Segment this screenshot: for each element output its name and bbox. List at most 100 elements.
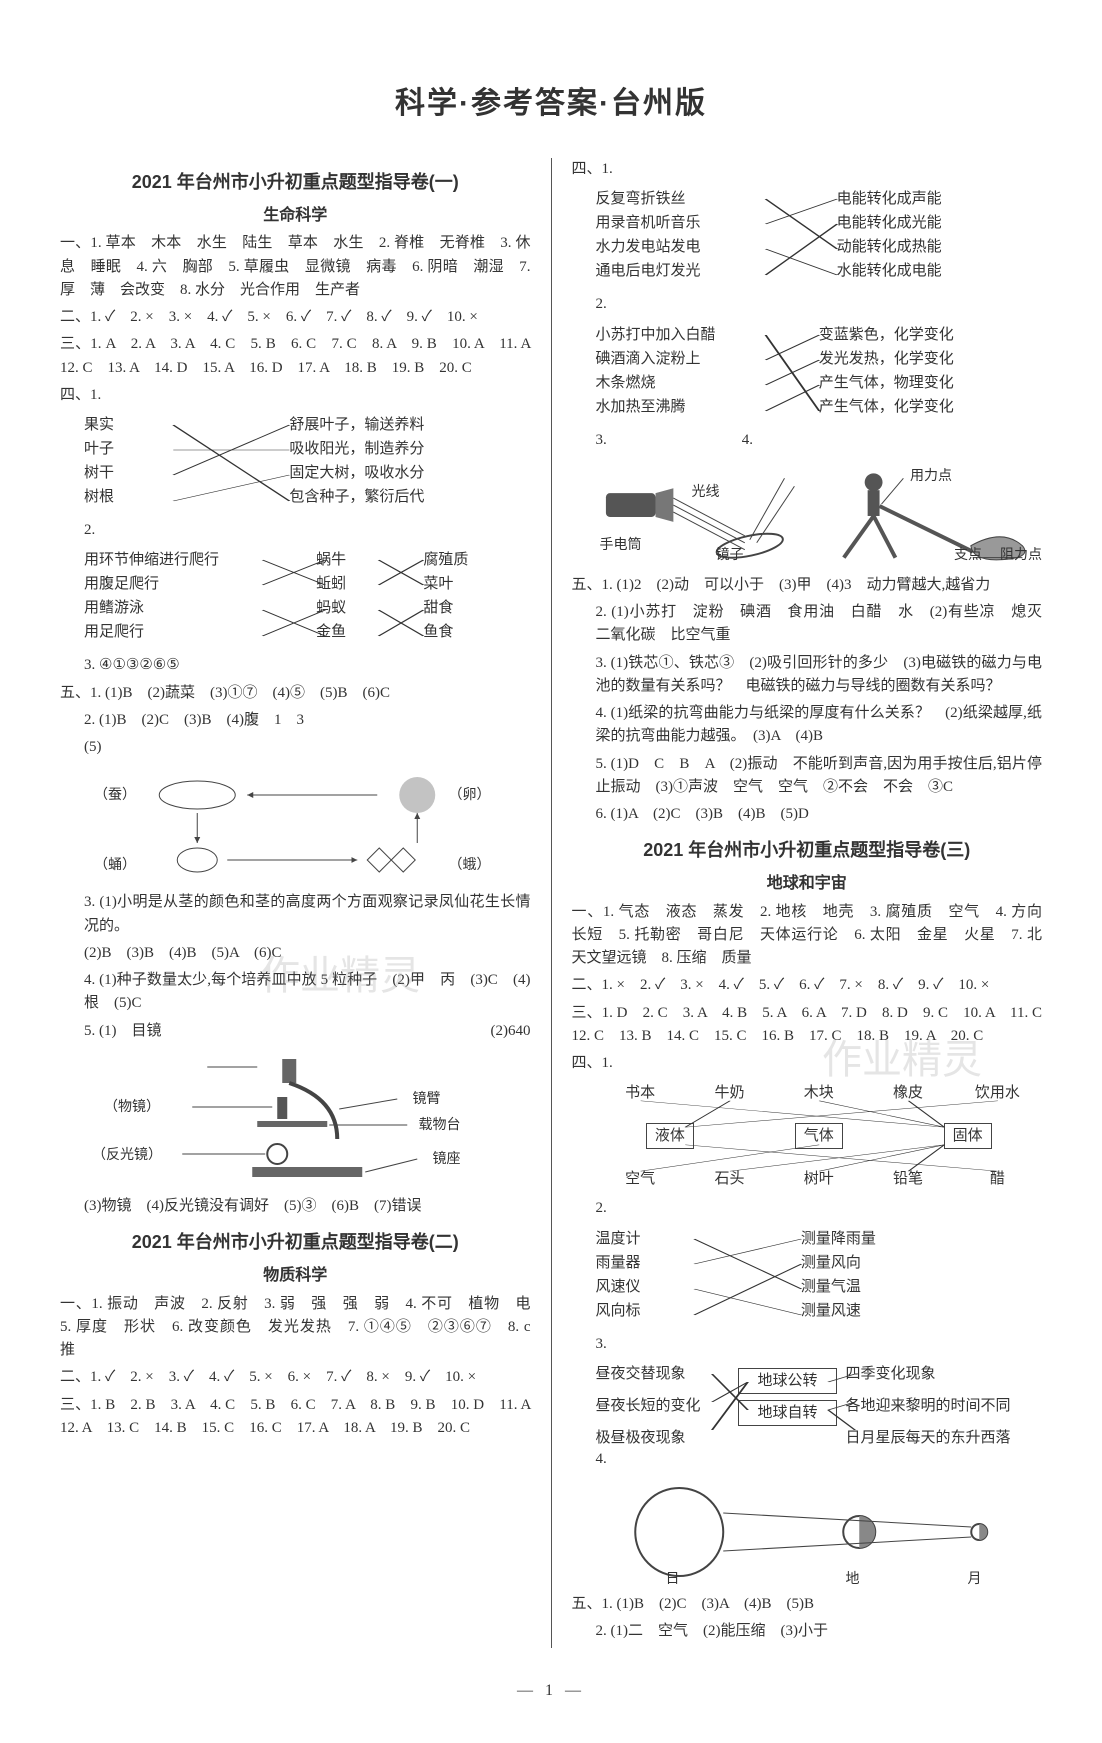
p1-s5-3: 3. (1)小明是从茎的颜色和茎的高度两个方面观察记录凤仙花生长情况的。 <box>60 891 531 938</box>
p1-s4-matching2: 用环节伸缩进行爬行蜗牛腐殖质 用腹足爬行蚯蚓菜叶 用鳍游泳蚂蚁甜食 用足爬行金鱼… <box>84 548 531 648</box>
p2-s4-matching1: 反复弯折铁丝电能转化成声能 用录音机听音乐电能转化成光能 水力发电站发电动能转化… <box>596 187 1043 287</box>
right-column: 四、1. 反复弯折铁丝电能转化成声能 用录音机听音乐电能转化成光能 水力发电站发… <box>572 158 1043 1648</box>
match-right: 电能转化成光能 <box>837 211 1042 235</box>
m-mid: 气体 <box>795 1123 843 1149</box>
label-force: 用力点 <box>910 466 952 488</box>
match-right: 吸收阳光，制造养分 <box>289 437 530 461</box>
match-right: 测量降雨量 <box>801 1227 1042 1251</box>
m-bot: 醋 <box>953 1167 1042 1191</box>
p3-s4-matching3: 昼夜交替现象地球公转四季变化现象 昼夜长短的变化地球自转各地迎来黎明的时间不同 … <box>596 1362 1043 1442</box>
match-left: 木条燃烧 <box>596 371 792 395</box>
p2-s4-label: 四、1. <box>572 158 1043 181</box>
p3-s4-matching1: 书本 牛奶 木块 橡皮 饮用水 液体 气体 固体 空气 石头 树叶 铅笔 醋 <box>596 1081 1043 1191</box>
m3-left: 昼夜长短的变化 <box>596 1394 730 1426</box>
page-number: — 1 — <box>60 1678 1042 1704</box>
match-right: 水能转化成电能 <box>837 259 1042 283</box>
p3-s4-3-label: 3. <box>572 1333 1043 1356</box>
p2-section2: 二、1. ✓ 2. × 3. ✓ 4. ✓ 5. × 6. × 7. ✓ 8. … <box>60 1366 531 1389</box>
match-right: 动能转化成热能 <box>837 235 1042 259</box>
m2-left: 用环节伸缩进行爬行 <box>84 548 289 572</box>
match-left: 通电后电灯发光 <box>596 259 792 283</box>
label-fulcrum: 支点 <box>954 545 982 567</box>
silkworm-lifecycle-diagram: （卵） （蚕） （蛹） （蛾） <box>84 765 531 885</box>
lever-diagram: 用力点 支点 阻力点 <box>824 458 1042 568</box>
p1-s5-4: 4. (1)种子数量太少,每个培养皿中放 5 粒种子 (2)甲 丙 (3)C (… <box>60 969 531 1016</box>
match-left: 风速仪 <box>596 1275 757 1299</box>
p3-section2: 二、1. × 2. ✓ 3. × 4. ✓ 5. ✓ 6. ✓ 7. × 8. … <box>572 974 1043 997</box>
paper1-sub: 生命科学 <box>60 203 531 229</box>
match-right: 测量风速 <box>801 1299 1042 1323</box>
label-load: 阻力点 <box>1000 545 1042 567</box>
m2-mid: 蚂蚁 <box>316 596 396 620</box>
column-divider <box>551 158 552 1648</box>
microscope-diagram: （物镜） （反光镜） 镜臂 载物台 镜座 <box>84 1049 531 1189</box>
m3-right: 各地迎来黎明的时间不同 <box>846 1394 1042 1426</box>
match-left: 风向标 <box>596 1299 757 1323</box>
p1-s5-1: 五、1. (1)B (2)蔬菜 (3)①⑦ (4)⑤ (5)B (6)C <box>60 682 531 705</box>
p1-s5-2: 2. (1)B (2)C (3)B (4)腹 1 3 <box>60 709 531 732</box>
label-flashlight: 手电筒 <box>600 535 642 557</box>
label-light: 光线 <box>692 482 720 504</box>
p3-s4-matching2: 温度计测量降雨量 雨量器测量风向 风速仪测量气温 风向标测量风速 <box>596 1227 1043 1327</box>
p2-section1: 一、1. 振动 声波 2. 反射 3. 弱 强 强 弱 4. 不可 植物 电 5… <box>60 1293 531 1363</box>
paper3-sub: 地球和宇宙 <box>572 871 1043 897</box>
label-stage: 载物台 <box>419 1115 461 1137</box>
m2-right: 鱼食 <box>423 620 530 644</box>
p1-s4-2-label: 2. <box>60 519 531 542</box>
m-bot: 铅笔 <box>863 1167 952 1191</box>
label-objective: （物镜） <box>104 1097 160 1119</box>
m3-right: 四季变化现象 <box>846 1362 1042 1394</box>
p1-section1: 一、1. 草本 木本 水生 陆生 草本 水生 2. 脊椎 无脊椎 3. 休息 睡… <box>60 232 531 302</box>
p1-s4-matching1: 果实舒展叶子，输送养料 叶子吸收阳光，制造养分 树干固定大树，吸收水分 树根包含… <box>84 413 531 513</box>
p3-s4-4-label: 4. <box>572 1448 1043 1471</box>
left-column: 2021 年台州市小升初重点题型指导卷(一) 生命科学 一、1. 草本 木本 水… <box>60 158 531 1648</box>
paper2-title: 2021 年台州市小升初重点题型指导卷(二) <box>60 1228 531 1257</box>
m2-right: 菜叶 <box>423 572 530 596</box>
m3-mid: 地球自转 <box>738 1400 836 1426</box>
p1-s4-3: 3. ④①③②⑥⑤ <box>60 654 531 677</box>
p2-s4-matching2: 小苏打中加入白醋变蓝紫色，化学变化 碘酒滴入淀粉上发光发热，化学变化 木条燃烧产… <box>596 323 1043 423</box>
diagrams-3-4: 手电筒 光线 镜子 用力点 支点 阻力点 <box>596 458 1043 568</box>
p2-s5-4: 4. (1)纸梁的抗弯曲能力与纸梁的厚度有什么关系？ (2)纸梁越厚,纸梁的抗弯… <box>572 702 1043 749</box>
p2-s5-1: 五、1. (1)2 (2)动 可以小于 (3)甲 (4)3 动力臂越大,越省力 <box>572 574 1043 597</box>
p2-section3: 三、1. B 2. B 3. A 4. C 5. B 6. C 7. A 8. … <box>60 1394 531 1441</box>
paper1-title: 2021 年台州市小升初重点题型指导卷(一) <box>60 168 531 197</box>
label-base: 镜座 <box>433 1149 461 1171</box>
match-left: 碘酒滴入淀粉上 <box>596 347 792 371</box>
m3-right: 日月星辰每天的东升西落 <box>846 1426 1042 1450</box>
label-mirror: （反光镜） <box>92 1145 162 1167</box>
paper3-title: 2021 年台州市小升初重点题型指导卷(三) <box>572 836 1043 865</box>
m2-left: 用鳍游泳 <box>84 596 289 620</box>
sun-earth-moon-diagram: 日 地 月 <box>596 1477 1043 1587</box>
m2-mid: 蜗牛 <box>316 548 396 572</box>
label-moth: （蛾） <box>449 855 491 877</box>
m2-mid: 金鱼 <box>316 620 396 644</box>
p3-section3: 三、1. D 2. C 3. A 4. B 5. A 6. A 7. D 8. … <box>572 1002 1043 1049</box>
m3-mid: 地球公转 <box>738 1368 836 1394</box>
match-left: 叶子 <box>84 437 245 461</box>
match-left: 反复弯折铁丝 <box>596 187 792 211</box>
p3-s4-label: 四、1. <box>572 1052 1043 1075</box>
m3-left: 极昼极夜现象 <box>596 1426 730 1450</box>
p1-section2: 二、1. ✓ 2. × 3. × 4. ✓ 5. × 6. ✓ 7. ✓ 8. … <box>60 306 531 329</box>
p2-s5-6: 6. (1)A (2)C (3)B (4)B (5)D <box>572 803 1043 826</box>
label-arm: 镜臂 <box>413 1089 441 1111</box>
match-left: 小苏打中加入白醋 <box>596 323 792 347</box>
p1-section3: 三、1. A 2. A 3. A 4. C 5. B 6. C 7. C 8. … <box>60 333 531 380</box>
p2-s4-34: 3. 4. <box>572 429 1043 452</box>
match-right: 变蓝紫色，化学变化 <box>819 323 1042 347</box>
m-top: 木块 <box>774 1081 863 1105</box>
match-left: 水力发电站发电 <box>596 235 792 259</box>
match-right: 测量风向 <box>801 1251 1042 1275</box>
match-right: 包含种子，繁衍后代 <box>289 485 530 509</box>
p2-s5-5: 5. (1)D C B A (2)振动 不能听到声音,因为用手按住后,铝片停止振… <box>572 753 1043 800</box>
match-right: 舒展叶子，输送养料 <box>289 413 530 437</box>
m-top: 书本 <box>596 1081 685 1105</box>
p1-s5-5: 5. (1) 目镜 (2)640 <box>60 1020 531 1043</box>
p1-s4-label: 四、1. <box>60 384 531 407</box>
label-mirror: 镜子 <box>716 545 744 567</box>
p2-s5-3: 3. (1)铁芯①、铁芯③ (2)吸引回形针的多少 (3)电磁铁的磁力与电池的数… <box>572 652 1043 699</box>
page-title: 科学·参考答案·台州版 <box>60 80 1042 128</box>
m-top: 牛奶 <box>685 1081 774 1105</box>
m-mid: 液体 <box>646 1123 694 1149</box>
